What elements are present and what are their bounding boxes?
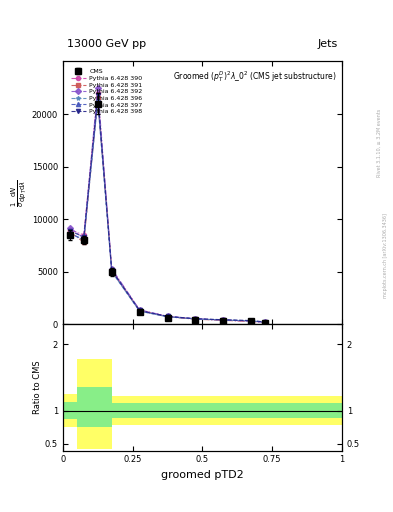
Pythia 6.428 390 (193, 316, 198, 322)
Pythia 6.428 396 (249, 318, 253, 324)
Pythia 6.428 396 (81, 236, 86, 242)
Pythia 6.428 398 (249, 317, 253, 324)
Line: Pythia 6.428 396: Pythia 6.428 396 (68, 99, 267, 324)
Text: Groomed $(p_T^D)^2\lambda\_0^2$ (CMS jet substructure): Groomed $(p_T^D)^2\lambda\_0^2$ (CMS jet… (173, 69, 336, 84)
Pythia 6.428 390 (68, 227, 72, 233)
Pythia 6.428 390 (263, 319, 268, 326)
Pythia 6.428 398 (68, 228, 72, 234)
Pythia 6.428 397 (95, 97, 100, 103)
Pythia 6.428 398 (95, 92, 100, 98)
Y-axis label: $\frac{1}{\sigma}\frac{\mathrm{d}N}{\mathrm{d}p_T\mathrm{d}\lambda}$: $\frac{1}{\sigma}\frac{\mathrm{d}N}{\mat… (10, 179, 29, 207)
Pythia 6.428 397 (221, 317, 226, 323)
Pythia 6.428 390 (249, 318, 253, 324)
Pythia 6.428 398 (221, 316, 226, 323)
Pythia 6.428 398 (137, 307, 142, 313)
Pythia 6.428 391 (109, 268, 114, 274)
Y-axis label: Ratio to CMS: Ratio to CMS (33, 360, 42, 414)
Pythia 6.428 396 (95, 98, 100, 104)
Text: Rivet 3.1.10, ≥ 3.2M events: Rivet 3.1.10, ≥ 3.2M events (377, 109, 382, 178)
Pythia 6.428 397 (249, 318, 253, 324)
Pythia 6.428 397 (193, 316, 198, 322)
Pythia 6.428 392 (249, 318, 253, 324)
Pythia 6.428 392 (81, 235, 86, 241)
Pythia 6.428 391 (249, 318, 253, 325)
Pythia 6.428 396 (165, 314, 170, 320)
Line: Pythia 6.428 397: Pythia 6.428 397 (68, 98, 267, 324)
Pythia 6.428 398 (81, 234, 86, 240)
X-axis label: groomed pTD2: groomed pTD2 (161, 470, 244, 480)
Pythia 6.428 390 (165, 313, 170, 319)
Pythia 6.428 397 (165, 314, 170, 320)
Pythia 6.428 391 (68, 229, 72, 235)
Pythia 6.428 392 (95, 84, 100, 91)
Pythia 6.428 396 (263, 319, 268, 325)
Pythia 6.428 397 (263, 319, 268, 325)
Line: Pythia 6.428 398: Pythia 6.428 398 (68, 93, 267, 324)
Line: Pythia 6.428 392: Pythia 6.428 392 (68, 86, 267, 325)
Pythia 6.428 392 (221, 317, 226, 323)
Pythia 6.428 390 (109, 267, 114, 273)
Legend: CMS, Pythia 6.428 390, Pythia 6.428 391, Pythia 6.428 392, Pythia 6.428 396, Pyt: CMS, Pythia 6.428 390, Pythia 6.428 391,… (69, 67, 145, 116)
Pythia 6.428 391 (193, 316, 198, 322)
Line: Pythia 6.428 390: Pythia 6.428 390 (68, 91, 267, 325)
Pythia 6.428 396 (68, 231, 72, 237)
Pythia 6.428 392 (165, 313, 170, 319)
Pythia 6.428 390 (137, 307, 142, 313)
Pythia 6.428 397 (68, 230, 72, 236)
Pythia 6.428 396 (137, 308, 142, 314)
Pythia 6.428 391 (81, 239, 86, 245)
Pythia 6.428 396 (109, 269, 114, 275)
Pythia 6.428 392 (68, 225, 72, 231)
Pythia 6.428 391 (137, 308, 142, 314)
Pythia 6.428 398 (193, 315, 198, 322)
Pythia 6.428 392 (263, 319, 268, 326)
Pythia 6.428 391 (263, 319, 268, 326)
Text: Jets: Jets (318, 38, 338, 49)
Text: mcplots.cern.ch [arXiv:1306.3436]: mcplots.cern.ch [arXiv:1306.3436] (383, 214, 387, 298)
Pythia 6.428 390 (81, 232, 86, 238)
Pythia 6.428 391 (95, 95, 100, 101)
Pythia 6.428 397 (137, 308, 142, 314)
Pythia 6.428 398 (263, 319, 268, 325)
Pythia 6.428 396 (221, 317, 226, 323)
Text: 13000 GeV pp: 13000 GeV pp (67, 38, 146, 49)
Pythia 6.428 398 (165, 313, 170, 319)
Pythia 6.428 390 (221, 317, 226, 323)
Pythia 6.428 396 (193, 316, 198, 322)
Pythia 6.428 398 (109, 267, 114, 273)
Pythia 6.428 390 (95, 90, 100, 96)
Pythia 6.428 397 (109, 268, 114, 274)
Pythia 6.428 392 (137, 307, 142, 313)
Line: Pythia 6.428 391: Pythia 6.428 391 (68, 96, 267, 325)
Pythia 6.428 392 (109, 266, 114, 272)
Pythia 6.428 391 (221, 317, 226, 324)
Pythia 6.428 391 (165, 314, 170, 320)
Pythia 6.428 392 (193, 316, 198, 322)
Pythia 6.428 397 (81, 237, 86, 243)
